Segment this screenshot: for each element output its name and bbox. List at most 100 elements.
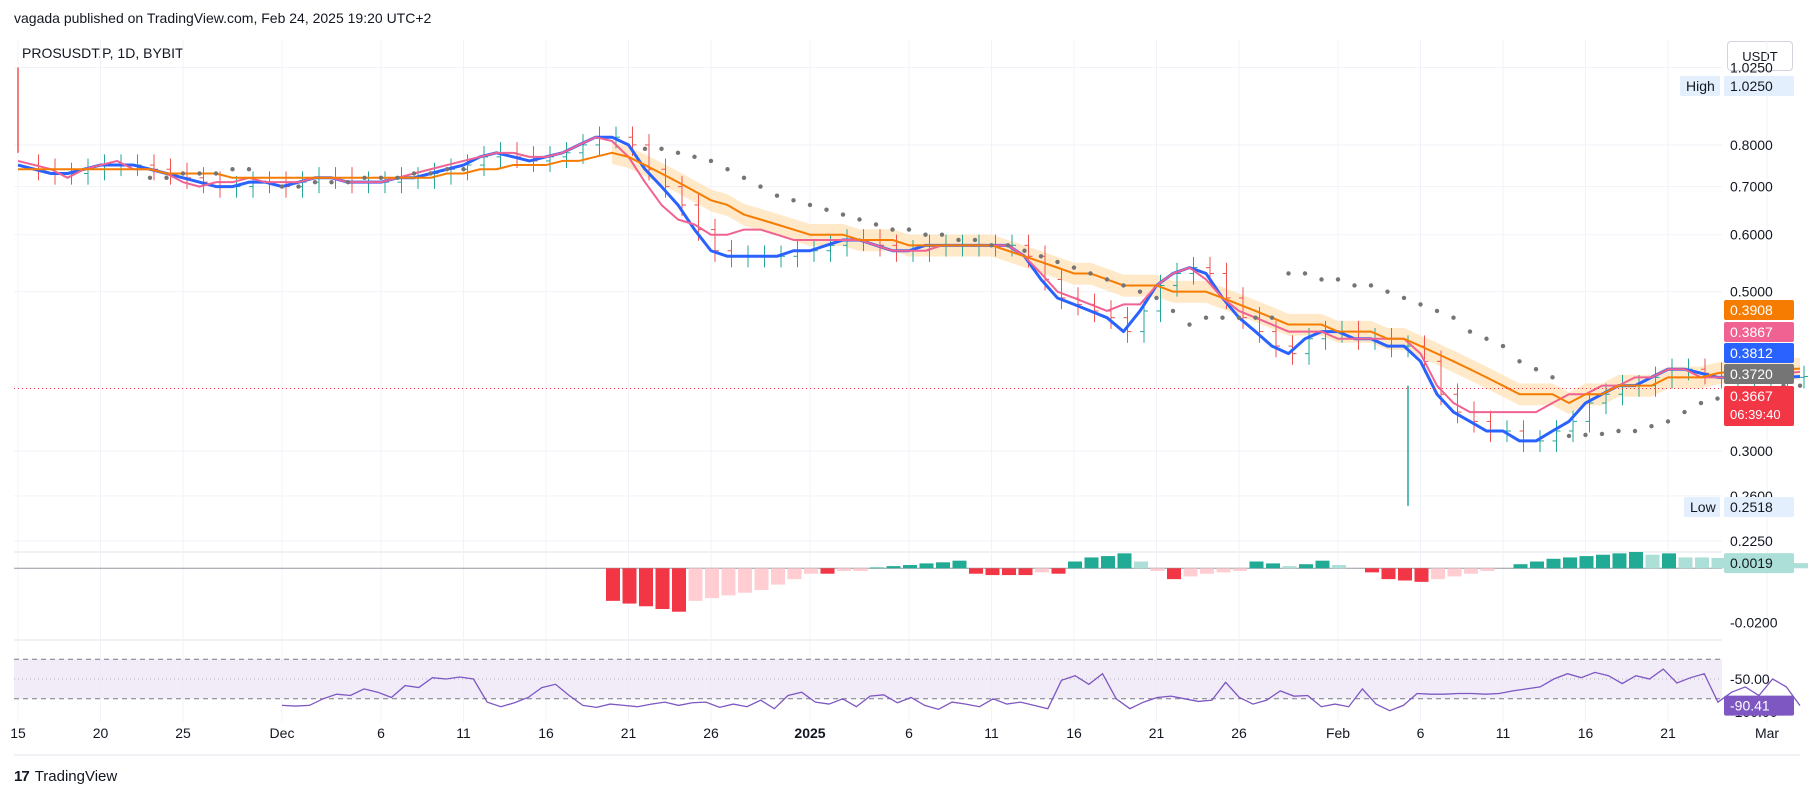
psar-dot (741, 175, 747, 181)
psar-dot (1797, 383, 1803, 388)
histogram-bar (1480, 568, 1495, 571)
histogram-bar (1051, 568, 1066, 574)
x-tick-label: 16 (538, 725, 554, 741)
x-tick-label: 21 (1149, 725, 1165, 741)
histogram-bar (1233, 568, 1247, 571)
histogram-bar (1167, 568, 1181, 580)
psar-dot (1302, 271, 1308, 276)
psar-dot (1533, 367, 1539, 372)
histogram-bar (1612, 553, 1627, 569)
x-tick-label: Feb (1326, 725, 1350, 741)
psar-dot (906, 227, 912, 232)
price-label-bg (1724, 322, 1794, 342)
histogram-bar (1117, 553, 1132, 569)
x-tick-label: 26 (1231, 725, 1247, 741)
psar-dot (972, 237, 978, 243)
psar-dot (1154, 295, 1159, 301)
psar-dot (1269, 315, 1275, 320)
psar-dot (1071, 265, 1077, 270)
x-tick-label: 6 (905, 725, 913, 741)
histogram-bar (820, 568, 835, 574)
currency-button[interactable]: USDT (1727, 41, 1793, 71)
histogram-bar (1464, 568, 1478, 574)
psar-dot (989, 243, 994, 248)
psar-dot (378, 175, 384, 181)
psar-dot (329, 179, 334, 185)
psar-dot (147, 175, 153, 181)
high-label: High (1686, 78, 1715, 94)
x-tick-label: 15 (10, 725, 26, 741)
price-label: 0.3720 (1730, 366, 1773, 382)
last-price-label: 0.3667 (1730, 388, 1773, 404)
psar-dot (956, 237, 961, 243)
oscillator-layer (14, 552, 1808, 612)
histogram-bar (1645, 554, 1660, 569)
histogram-bar (1381, 568, 1396, 580)
psar-dot (395, 175, 400, 181)
histogram-bar (1150, 568, 1165, 571)
psar-dot (1005, 243, 1011, 248)
histogram-bar (985, 568, 1000, 576)
psar-dot (807, 202, 813, 208)
symbol-title: PROSUSDT.P, 1D, BYBIT (22, 45, 184, 61)
histogram-bar (639, 568, 653, 607)
x-tick-label: 11 (984, 725, 999, 741)
line-layer (17, 135, 1801, 443)
psar-dot (345, 179, 351, 185)
histogram-bar (1447, 568, 1462, 577)
histogram-bar (1002, 568, 1016, 576)
psar-dot (1368, 283, 1374, 288)
psar-dot (1698, 400, 1704, 406)
histogram-bar (870, 567, 884, 569)
histogram-bar (1299, 564, 1313, 569)
x-tick-label: 20 (93, 725, 109, 741)
x-tick-label: 11 (1496, 725, 1511, 741)
psar-dot (1335, 277, 1341, 282)
psar-dot (758, 184, 763, 189)
psar-dot (279, 184, 285, 189)
psar-dot (1434, 308, 1440, 314)
psar-dot (939, 232, 945, 237)
psar-dot (1203, 315, 1209, 320)
psar-dot (1566, 433, 1572, 439)
psar-dot (1055, 259, 1060, 265)
histogram-bar (1513, 564, 1528, 569)
histogram-bar (655, 568, 670, 609)
osc-value-label: 0.0019 (1730, 555, 1773, 571)
psar-dot (197, 171, 202, 176)
x-tick-label: 25 (175, 725, 191, 741)
histogram-bar (1282, 566, 1297, 569)
x-tick-label: 21 (621, 725, 637, 741)
histogram-bar (1596, 554, 1610, 569)
psar-dot (1104, 277, 1110, 282)
x-tick-label: 26 (703, 725, 719, 741)
histogram-bar (804, 568, 818, 574)
psar-dot (1187, 322, 1192, 327)
histogram-bar (787, 568, 802, 580)
axis-layer: 1.02500.80000.70000.60000.50000.30000.26… (10, 60, 1779, 741)
footer-brand[interactable]: 17 TradingView (14, 768, 117, 785)
x-tick-label: 11 (456, 725, 471, 741)
psar-dot (1253, 315, 1258, 320)
low-value: 0.2518 (1730, 499, 1773, 515)
histogram-bar (1530, 561, 1544, 569)
psar-dot (659, 146, 664, 152)
psar-dot (1137, 289, 1143, 294)
psar-dot (1022, 248, 1027, 253)
y-tick-label: 0.5000 (1730, 284, 1773, 300)
psar-dot (1467, 329, 1473, 334)
histogram-bar (1431, 568, 1445, 580)
psar-dot (1038, 254, 1044, 259)
last-price-bg (1724, 386, 1794, 426)
histogram-bar (1183, 568, 1198, 577)
histogram-bar (1398, 568, 1412, 581)
psar-dot (1715, 396, 1720, 401)
histogram-bar (705, 568, 719, 599)
psar-dot (675, 150, 681, 156)
psar-dot (708, 158, 714, 164)
histogram-bar (1084, 557, 1099, 569)
envelope-band (612, 142, 1800, 415)
low-value-bg (1724, 497, 1794, 517)
psar-dot (1286, 271, 1291, 276)
